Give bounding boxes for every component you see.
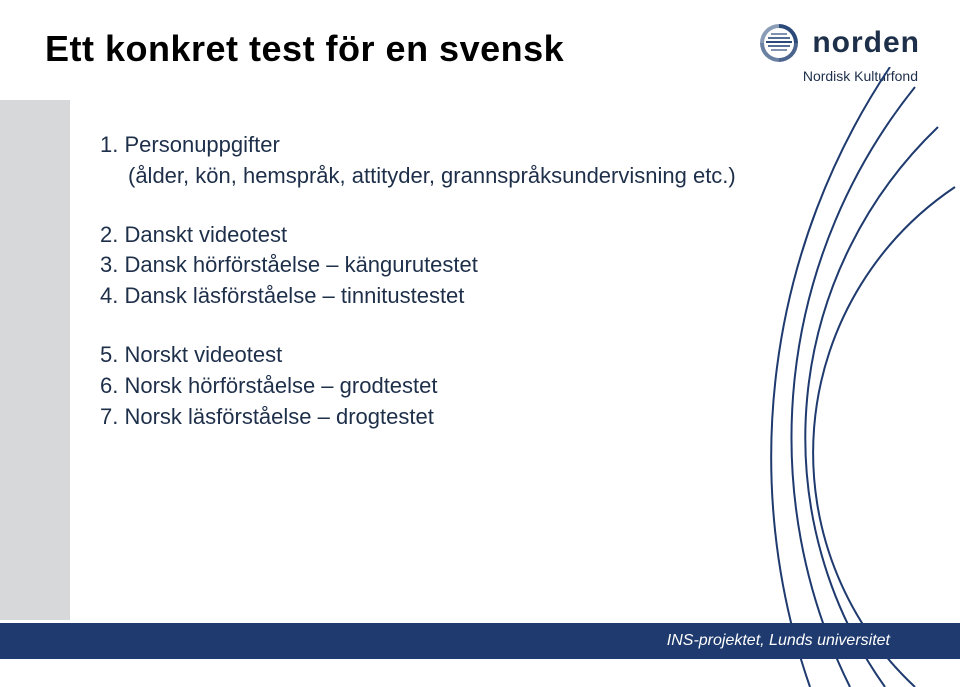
swirl-icon — [756, 20, 802, 66]
list-item: 1. Personuppgifter (ålder, kön, hemspråk… — [100, 130, 800, 192]
logo-subtitle: Nordisk Kulturfond — [803, 68, 918, 84]
footer-text: INS-projektet, Lunds universitet — [667, 632, 890, 650]
list-group: 2. Danskt videotest 3. Dansk hörförståel… — [100, 220, 800, 312]
list-item: 2. Danskt videotest — [100, 220, 800, 251]
logo-area: norden Nordisk Kulturfond — [756, 20, 920, 84]
list-item: 7. Norsk läsförståelse – drogtestet — [100, 402, 800, 433]
list-item: 6. Norsk hörförståelse – grodtestet — [100, 371, 800, 402]
list-item: 3. Dansk hörförståelse – kängurutestet — [100, 250, 800, 281]
logo-wordmark: norden — [812, 26, 920, 60]
left-accent-block — [0, 100, 70, 620]
item-text: Personuppgifter — [124, 132, 279, 157]
logo-row: norden — [756, 20, 920, 66]
content-body: 1. Personuppgifter (ålder, kön, hemspråk… — [100, 130, 800, 460]
slide-title: Ett konkret test för en svensk — [45, 28, 564, 70]
slide: Ett konkret test för en svensk norden No… — [0, 0, 960, 687]
list-item: 5. Norskt videotest — [100, 340, 800, 371]
list-item: 4. Dansk läsförståelse – tinnitustestet — [100, 281, 800, 312]
list-group: 5. Norskt videotest 6. Norsk hörförståel… — [100, 340, 800, 432]
footer-bar: INS-projektet, Lunds universitet — [0, 623, 960, 659]
item-number: 1. — [100, 132, 118, 157]
item-subtext: (ålder, kön, hemspråk, attityder, granns… — [128, 161, 736, 192]
